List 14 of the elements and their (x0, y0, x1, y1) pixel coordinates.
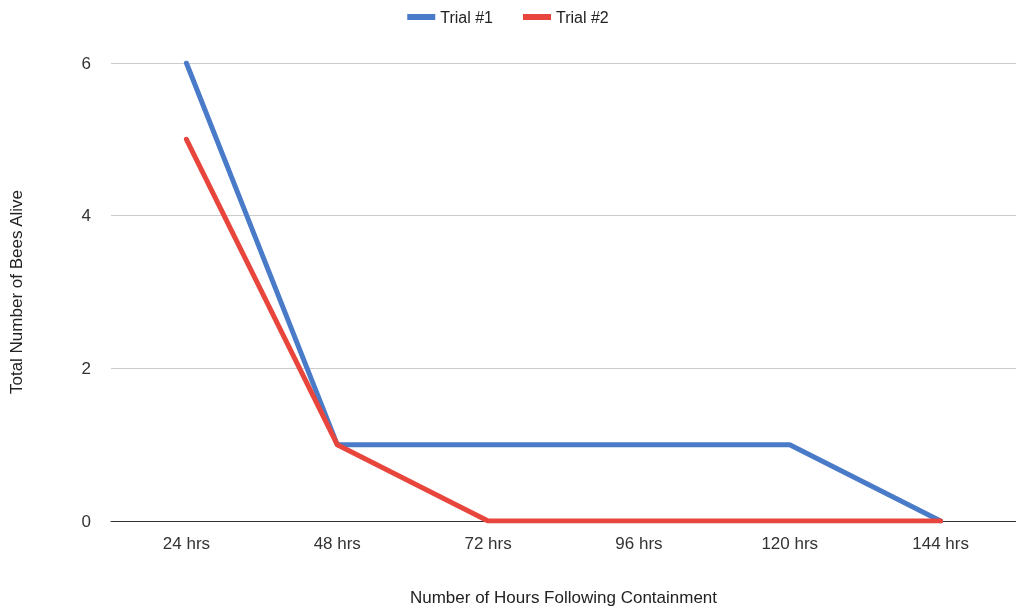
x-tick-label: 72 hrs (464, 534, 512, 553)
legend-label: Trial #2 (556, 8, 609, 26)
y-tick-label: 6 (81, 53, 91, 73)
y-tick-label: 0 (81, 511, 91, 531)
x-tick-label: 48 hrs (313, 534, 361, 553)
y-axis-title: Total Number of Bees Alive (7, 189, 26, 395)
y-tick-label: 2 (81, 358, 91, 378)
x-tick-label: 24 hrs (162, 534, 211, 553)
x-axis-title: Number of Hours Following Containment (409, 588, 718, 607)
y-tick-label: 4 (81, 206, 91, 226)
x-tick-label: 144 hrs (912, 534, 969, 553)
x-tick-label: 96 hrs (615, 534, 663, 553)
legend-label: Trial #1 (440, 8, 494, 26)
x-tick-label: 120 hrs (761, 534, 819, 553)
